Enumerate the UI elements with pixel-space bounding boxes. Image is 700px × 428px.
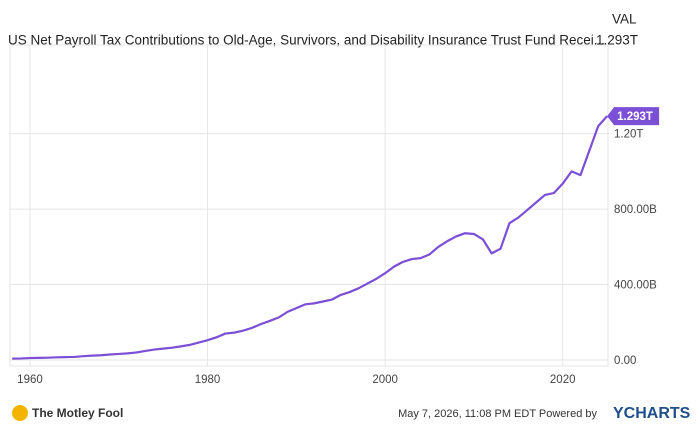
footer-timestamp: May 7, 2026, 11:08 PM EDT Powered by [398, 408, 597, 420]
x-tick-label: 1960 [17, 374, 43, 386]
x-tick-label: 2000 [372, 374, 398, 386]
footer-logo: The Motley Fool [32, 406, 123, 420]
value-label-box [607, 107, 660, 126]
y-tick-label: 800.00B [614, 204, 657, 216]
y-tick-label: 400.00B [614, 280, 657, 292]
y-tick-label: 0.00 [614, 355, 636, 367]
footer: The Motley Fool May 7, 2026, 11:08 PM ED… [12, 405, 691, 422]
line [12, 115, 608, 360]
chart-title: US Net Payroll Tax Contributions to Old-… [8, 33, 605, 48]
footer-brand: YCHARTS [613, 405, 691, 422]
value-header: VAL [612, 12, 637, 27]
logo-icon [12, 405, 28, 421]
plot-frame [9, 44, 609, 367]
value-label: 1.293T [617, 111, 653, 123]
y-tick-label: 1.20T [614, 129, 643, 141]
x-tick-label: 2020 [550, 374, 576, 386]
x-tick-label: 1980 [195, 374, 221, 386]
latest-value: 1.293T [596, 33, 638, 48]
